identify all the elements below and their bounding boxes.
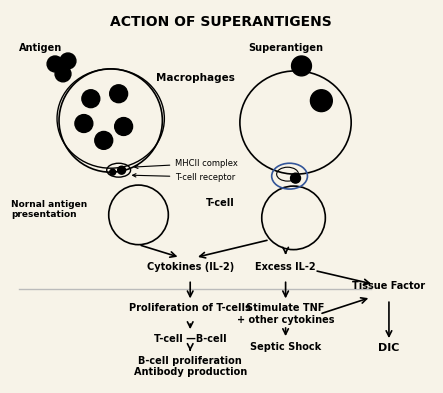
Text: DIC: DIC (378, 343, 400, 353)
Text: Cytokines (IL-2): Cytokines (IL-2) (147, 261, 234, 272)
Circle shape (60, 53, 76, 69)
Circle shape (115, 118, 132, 136)
Circle shape (95, 132, 113, 149)
Circle shape (291, 56, 311, 76)
Text: T-cell receptor: T-cell receptor (132, 173, 236, 182)
Text: Stimulate TNF
+ other cytokines: Stimulate TNF + other cytokines (237, 303, 334, 325)
Text: Tissue Factor: Tissue Factor (352, 281, 426, 291)
Text: T-cell —B-cell: T-cell —B-cell (154, 334, 226, 344)
Circle shape (110, 169, 116, 175)
Circle shape (47, 56, 63, 72)
Circle shape (82, 90, 100, 108)
Text: Superantigen: Superantigen (248, 43, 323, 53)
Text: ACTION OF SUPERANTIGENS: ACTION OF SUPERANTIGENS (110, 15, 332, 29)
Text: Excess IL-2: Excess IL-2 (255, 261, 316, 272)
Circle shape (118, 166, 126, 174)
Text: Antigen: Antigen (19, 43, 62, 53)
Circle shape (110, 85, 128, 103)
Circle shape (291, 173, 300, 183)
Text: Septic Shock: Septic Shock (250, 342, 321, 352)
Text: Proliferation of T-cells: Proliferation of T-cells (129, 303, 251, 313)
Circle shape (75, 115, 93, 132)
Text: MHCII complex: MHCII complex (135, 159, 238, 169)
Circle shape (55, 66, 71, 82)
Text: Nornal antigen
presentation: Nornal antigen presentation (12, 200, 88, 219)
Text: T-cell: T-cell (206, 198, 234, 208)
Circle shape (311, 90, 332, 112)
Text: Macrophages: Macrophages (156, 73, 235, 83)
Text: B-cell proliferation
Antibody production: B-cell proliferation Antibody production (134, 356, 247, 377)
